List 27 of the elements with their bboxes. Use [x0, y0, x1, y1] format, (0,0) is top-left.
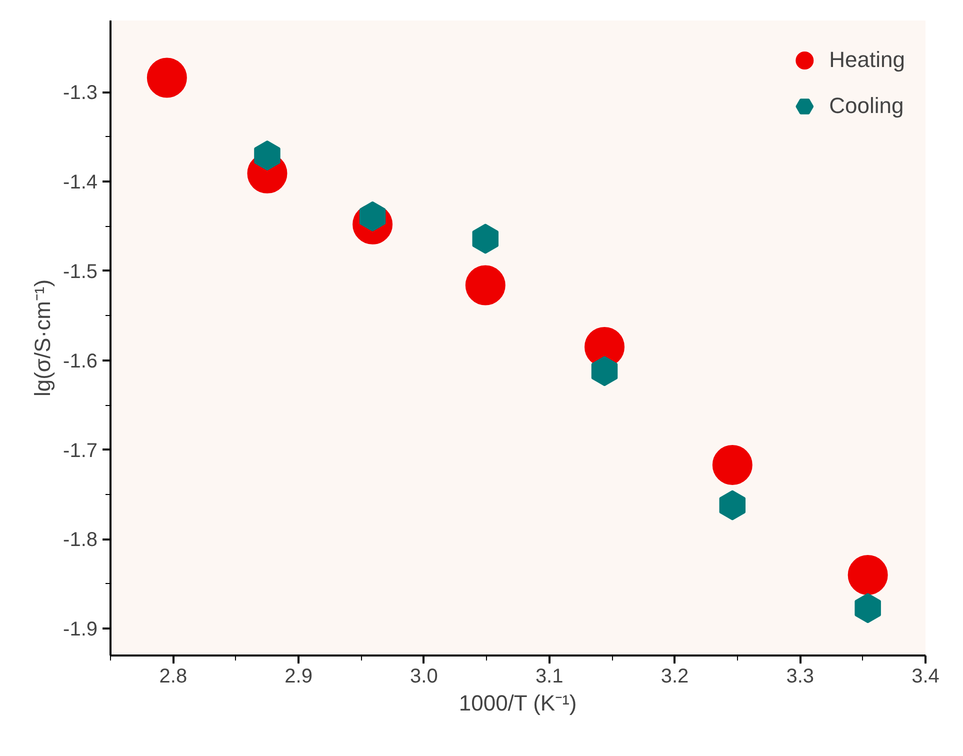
y-tick-label: -1.6	[63, 350, 98, 372]
point	[472, 224, 499, 254]
y-tick-label: -1.3	[63, 82, 98, 104]
legend-label: Cooling	[829, 93, 904, 119]
x-tick-label: 3.3	[786, 666, 814, 688]
point	[591, 356, 618, 386]
point	[254, 140, 280, 171]
y-tick-label: -1.9	[63, 618, 98, 641]
x-tick-label: 3.0	[410, 666, 438, 688]
y-tick-label: -1.5	[63, 260, 98, 283]
x-tick-label: 2.9	[284, 666, 312, 688]
y-axis-title: lg(σ/S·cm⁻¹)	[30, 279, 56, 397]
point	[465, 265, 506, 306]
x-axis-title: 1000/T (K⁻¹)	[458, 690, 577, 716]
point	[146, 58, 187, 98]
point	[848, 555, 888, 595]
x-tick-label: 3.1	[535, 666, 564, 688]
point	[712, 445, 752, 485]
x-tick-label: 3.2	[660, 666, 689, 688]
y-tick-label: -1.4	[63, 171, 98, 194]
legend-label: Heating	[829, 47, 905, 73]
point	[854, 593, 881, 624]
point	[719, 490, 746, 520]
y-tick-label: -1.8	[63, 529, 98, 552]
y-tick-label: -1.7	[63, 440, 98, 462]
x-tick-label: 3.4	[912, 666, 940, 688]
x-tick-label: 2.8	[159, 666, 188, 688]
